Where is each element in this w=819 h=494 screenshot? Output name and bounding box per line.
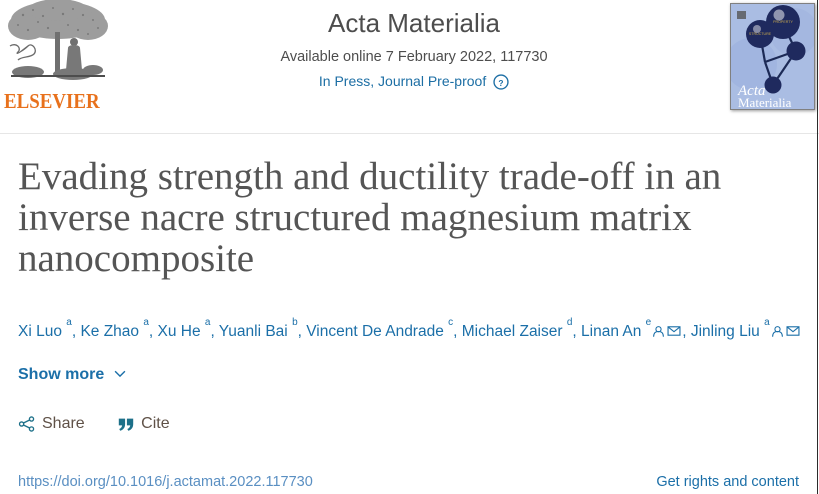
- svg-text:Materialia: Materialia: [738, 95, 792, 109]
- svg-text:?: ?: [499, 78, 504, 88]
- svg-text:PROPERTY: PROPERTY: [773, 20, 793, 24]
- svg-text:STRUCTURE: STRUCTURE: [749, 32, 772, 36]
